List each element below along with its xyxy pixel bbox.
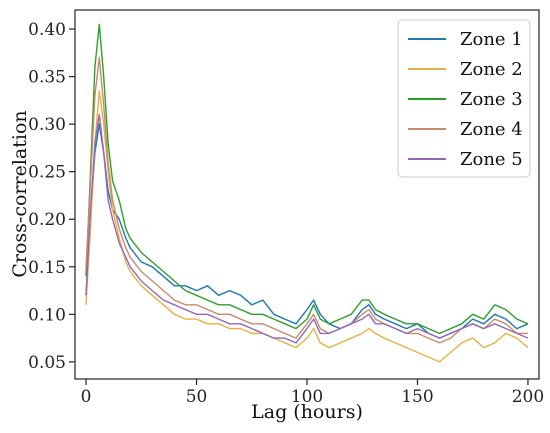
legend-label-zone-2: Zone 2 [460,59,523,80]
y-tick-label: 0.35 [28,68,66,88]
x-tick-label: 50 [186,387,208,407]
series-line-zone-3 [85,23,529,335]
y-tick-label: 0.40 [28,20,66,40]
legend-label-zone-3: Zone 3 [460,89,523,110]
legend-box [397,19,531,178]
series-line-zone-5 [85,113,529,344]
y-tick-label: 0.25 [28,163,66,183]
y-tick-label: 0.30 [28,115,66,135]
x-axis: 0 50 100 150 200 [81,379,544,407]
x-tick-label: 100 [291,387,323,407]
legend-label-zone-1: Zone 1 [460,29,523,50]
series-line-zone-4 [85,56,528,344]
y-tick-label: 0.05 [28,353,66,373]
legend-label-zone-5: Zone 5 [460,149,523,170]
x-tick-label: 150 [401,387,433,407]
y-axis: 0.05 0.10 0.15 0.20 0.25 0.30 0.35 0.40 [28,20,75,373]
y-tick-label: 0.20 [28,210,66,230]
legend-label-zone-4: Zone 4 [460,119,523,140]
y-tick-label: 0.15 [28,258,66,278]
y-tick-label: 0.10 [28,305,66,325]
series-layer [85,23,529,363]
series-line-zone-2 [85,90,529,363]
x-tick-label: 200 [512,387,544,407]
legend-items: Zone 1 Zone 2 Zone 3 Zone 4 Zone 5 [408,29,523,170]
legend: Zone 1 Zone 2 Zone 3 Zone 4 Zone 5 [397,19,531,178]
x-axis-label: Lag (hours) [251,401,363,423]
y-axis-label: Cross-correlation [9,110,31,277]
x-tick-label: 0 [81,387,92,407]
